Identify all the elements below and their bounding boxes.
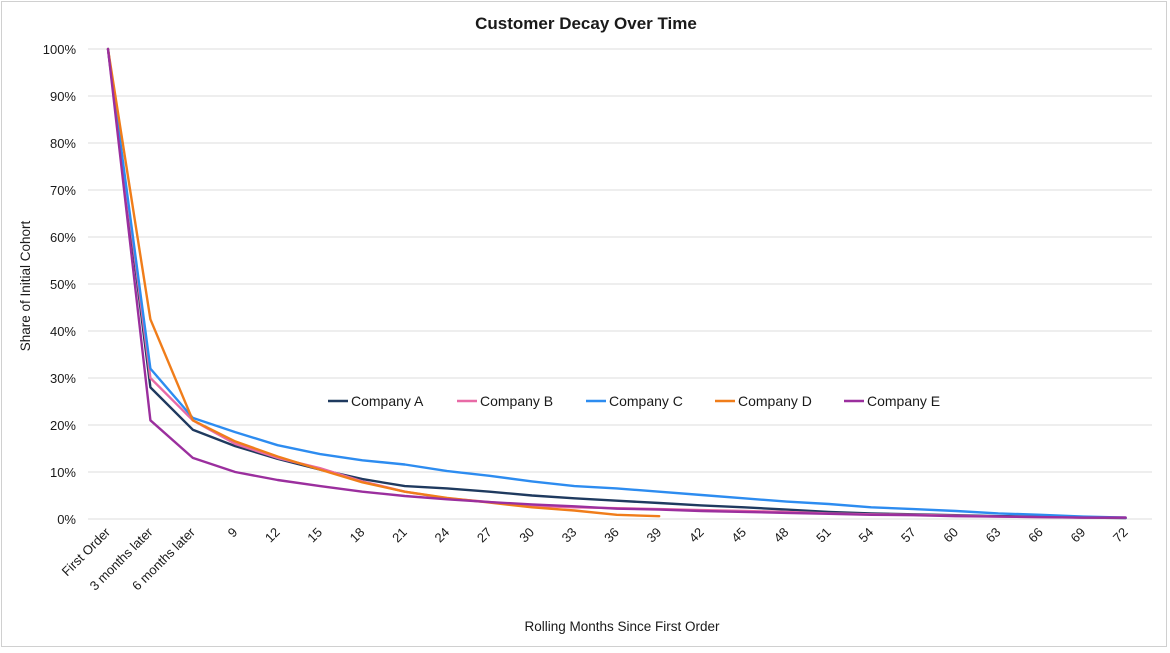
x-tick-label: 42	[686, 525, 707, 546]
y-axis-ticks: 0% 10% 20% 30% 40% 50% 60% 70% 80% 90% 100%	[43, 42, 77, 527]
x-tick-label: 30	[516, 525, 537, 546]
x-tick-label: 9	[225, 525, 241, 541]
y-tick-label: 30%	[50, 371, 76, 386]
series-line-company-c	[106, 47, 1127, 519]
x-tick-label: 63	[983, 525, 1004, 546]
legend-label: Company E	[867, 393, 940, 409]
y-axis-label: Share of Initial Cohort	[18, 220, 33, 351]
chart-title: Customer Decay Over Time	[475, 14, 697, 33]
y-tick-label: 100%	[43, 42, 77, 57]
y-tick-label: 0%	[57, 512, 76, 527]
x-axis-label: Rolling Months Since First Order	[524, 619, 720, 634]
x-tick-label: 54	[855, 525, 876, 546]
y-tick-label: 40%	[50, 324, 76, 339]
x-tick-label: 12	[262, 525, 283, 546]
y-tick-label: 80%	[50, 136, 76, 151]
x-tick-label: 45	[728, 525, 749, 546]
x-tick-label: 60	[940, 525, 961, 546]
y-tick-label: 50%	[50, 277, 76, 292]
legend-label: Company A	[351, 393, 424, 409]
x-tick-label: 39	[643, 525, 664, 546]
legend: Company A Company B Company C Company D Comp…	[328, 393, 940, 409]
y-tick-label: 70%	[50, 183, 76, 198]
x-tick-label: 66	[1025, 525, 1046, 546]
x-tick-label: 24	[431, 525, 452, 546]
x-tick-label: 48	[771, 525, 792, 546]
y-tick-label: 20%	[50, 418, 76, 433]
x-tick-label: 69	[1067, 525, 1088, 546]
x-tick-label: 18	[347, 525, 368, 546]
legend-label: Company C	[609, 393, 683, 409]
y-tick-label: 90%	[50, 89, 76, 104]
x-tick-label: 33	[559, 525, 580, 546]
x-tick-label: 21	[389, 525, 410, 546]
y-tick-label: 60%	[50, 230, 76, 245]
x-tick-label: 36	[601, 525, 622, 546]
x-tick-label: 15	[304, 525, 325, 546]
legend-label: Company B	[480, 393, 553, 409]
y-tick-label: 10%	[50, 465, 76, 480]
x-tick-label: 57	[898, 525, 919, 546]
x-tick-label: 51	[813, 525, 834, 546]
series-line-company-b	[106, 47, 1127, 519]
legend-label: Company D	[738, 393, 812, 409]
gridlines	[88, 48, 1152, 520]
x-tick-label: 27	[474, 525, 495, 546]
x-tick-label: 72	[1110, 525, 1131, 546]
series-line-company-e	[106, 47, 1127, 519]
series-lines	[106, 47, 1127, 520]
series-line-company-d	[106, 47, 661, 518]
